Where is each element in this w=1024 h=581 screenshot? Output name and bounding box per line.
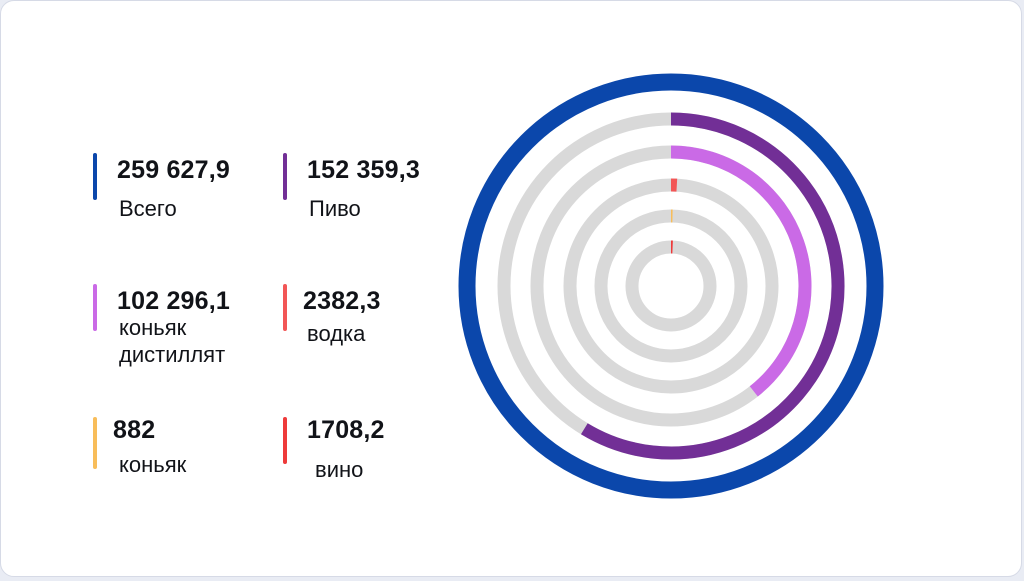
legend-item-brandy-distillate: 102 296,1 коньяк дистиллят [93,284,273,374]
radial-bar-коньяк-дистиллят [670,145,812,397]
radial-bar-Всего [458,73,884,499]
legend-color-bar [283,284,287,331]
legend-color-bar [283,153,287,200]
legend-color-bar [283,417,287,464]
legend-label-vodka: водка [307,321,366,346]
legend-color-bar [93,284,97,331]
legend-color-bar [93,153,97,200]
legend-value-beer: 152 359,3 [307,156,421,184]
legend-item-vodka: 2382,3 водка [283,284,463,364]
legend-color-bar [93,417,97,469]
legend-label-total: Всего [119,196,177,221]
radial-bar-Пиво [580,112,845,460]
radial-bar-chart [458,73,884,499]
legend-label-beer: Пиво [309,196,361,221]
ring-track-4 [594,209,748,363]
legend-item-wine: 1708,2 вино [283,416,463,497]
legend-item-brandy: 882 коньяк [93,416,273,497]
legend-value-brandy-distillate: 102 296,1 [117,287,231,315]
legend-value-total: 259 627,9 [117,156,231,184]
legend-value-brandy: 882 [113,416,156,444]
legend-label-brandy: коньяк [119,452,187,477]
legend-label-brandy-distillate: коньяк дистиллят [119,315,226,367]
ring-track-5 [625,240,717,332]
legend-item-total: 259 627,9 Всего [93,153,273,233]
legend-item-beer: 152 359,3 Пиво [283,153,463,233]
legend-value-vodka: 2382,3 [303,287,381,315]
legend-label-wine: вино [315,457,364,482]
legend-value-wine: 1708,2 [307,416,385,444]
